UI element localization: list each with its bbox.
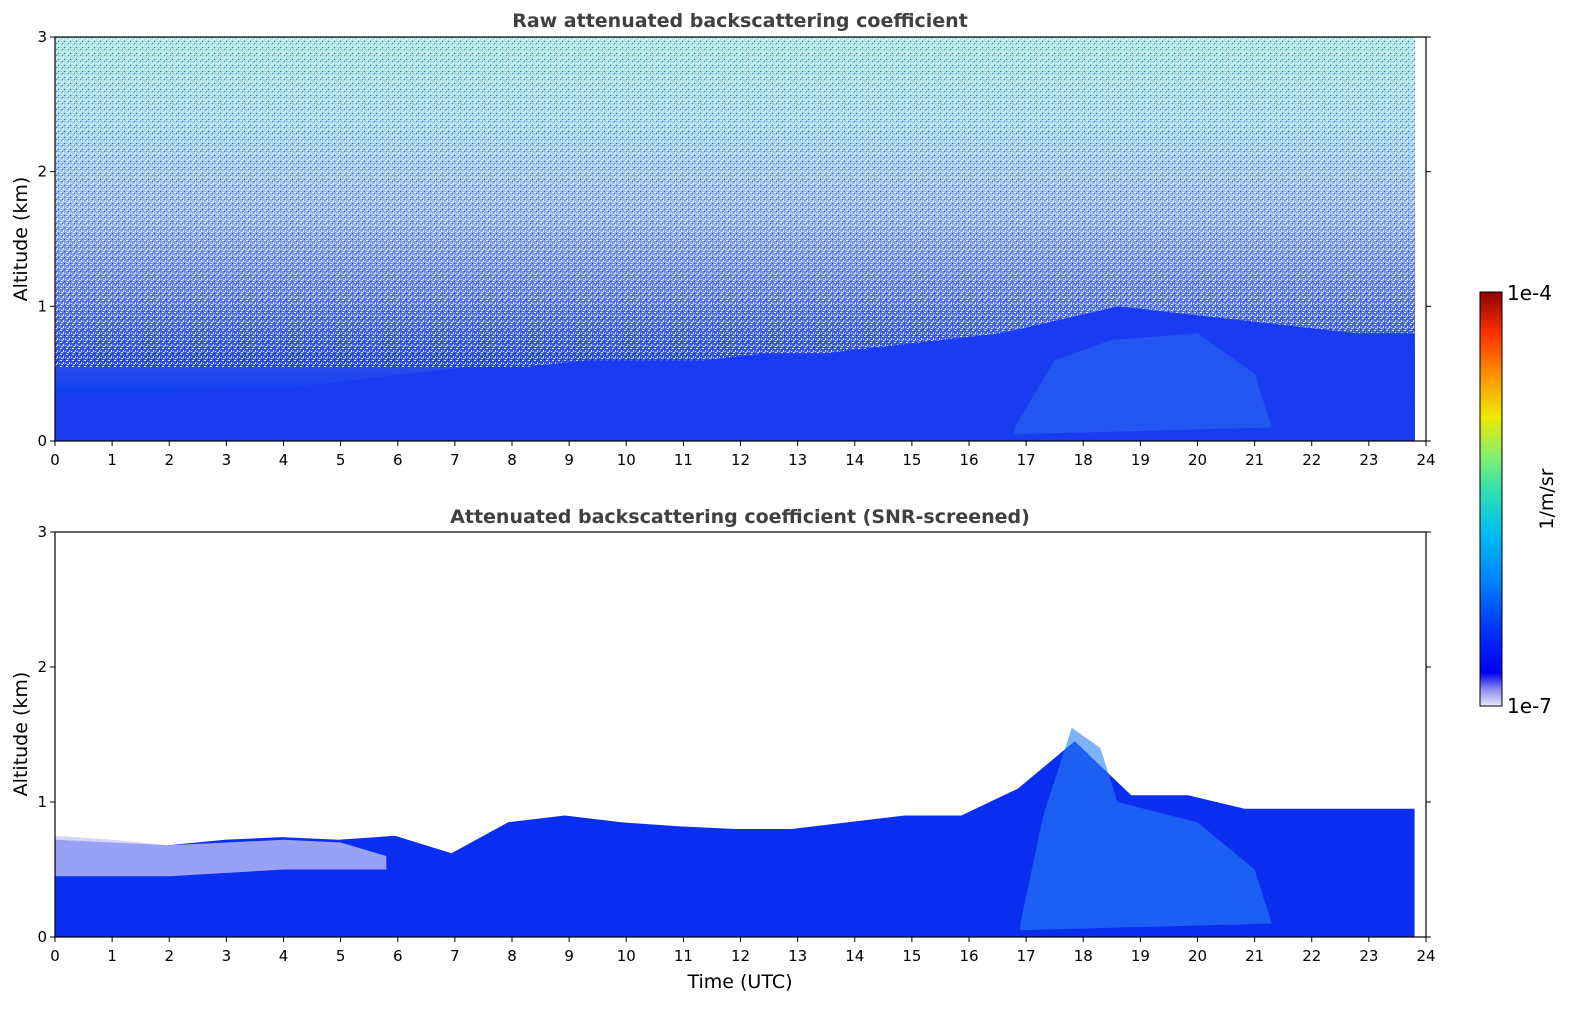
raw-x-tick-label: 13 [788, 451, 807, 469]
screened-panel-title: Attenuated backscattering coefficient (S… [450, 506, 1030, 528]
raw-x-tick-label: 10 [617, 451, 636, 469]
raw-x-tick-label: 7 [450, 451, 460, 469]
raw-x-tick-label: 19 [1131, 451, 1150, 469]
colorbar-min-label: 1e-7 [1507, 694, 1552, 718]
screened-x-tick-label: 13 [788, 947, 807, 965]
raw-x-tick-label: 6 [393, 451, 403, 469]
screened-x-tick-label: 18 [1074, 947, 1093, 965]
screened-x-tick-label: 23 [1359, 947, 1378, 965]
colorbar-max-label: 1e-4 [1507, 281, 1552, 305]
raw-x-tick-label: 9 [564, 451, 574, 469]
raw-x-tick-label: 23 [1359, 451, 1378, 469]
raw-x-tick-label: 21 [1245, 451, 1264, 469]
raw-heatmap [55, 37, 1415, 441]
screened-x-tick-label: 19 [1131, 947, 1150, 965]
raw-x-tick-label: 15 [902, 451, 921, 469]
screened-x-tick-label: 7 [450, 947, 460, 965]
raw-noise-overlay [55, 37, 1415, 367]
raw-y-tick-label: 1 [37, 297, 47, 315]
raw-panel: Raw attenuated backscattering coefficien… [10, 10, 1436, 469]
raw-x-tick-label: 5 [336, 451, 346, 469]
raw-x-tick-label: 1 [107, 451, 117, 469]
raw-panel-title: Raw attenuated backscattering coefficien… [512, 10, 968, 32]
screened-x-tick-label: 0 [50, 947, 60, 965]
raw-aerosol-plume [1014, 333, 1272, 435]
screened-x-tick-label: 6 [393, 947, 403, 965]
raw-x-tick-label: 12 [731, 451, 750, 469]
raw-x-tick-label: 16 [959, 451, 978, 469]
screened-y-axis-label: Altitude (km) [10, 672, 32, 797]
screened-x-tick-label: 24 [1416, 947, 1435, 965]
screened-x-tick-label: 10 [617, 947, 636, 965]
screened-x-tick-label: 3 [222, 947, 232, 965]
colorbar-unit-label: 1/m/sr [1536, 468, 1558, 529]
raw-y-axis: 0 1 2 3 [37, 28, 1431, 450]
raw-x-tick-label: 3 [222, 451, 232, 469]
raw-x-tick-label: 4 [279, 451, 289, 469]
raw-y-tick-label: 0 [37, 432, 47, 450]
screened-morning-layer [55, 835, 387, 877]
screened-y-axis: 0 1 2 3 [37, 523, 1431, 946]
raw-y-axis-label: Altitude (km) [10, 177, 32, 302]
screened-x-tick-label: 15 [902, 947, 921, 965]
screened-y-tick-label: 2 [37, 658, 47, 676]
screened-x-tick-label: 12 [731, 947, 750, 965]
screened-x-tick-label: 5 [336, 947, 346, 965]
raw-x-tick-label: 18 [1074, 451, 1093, 469]
screened-panel: Attenuated backscattering coefficient (S… [10, 506, 1436, 993]
screened-y-tick-label: 1 [37, 793, 47, 811]
screened-heatmap [55, 727, 1415, 937]
raw-x-tick-label: 14 [845, 451, 864, 469]
screened-x-tick-label: 14 [845, 947, 864, 965]
screened-y-tick-label: 0 [37, 928, 47, 946]
raw-y-tick-label: 3 [37, 28, 47, 46]
screened-x-tick-label: 8 [507, 947, 517, 965]
raw-x-tick-label: 8 [507, 451, 517, 469]
screened-x-tick-label: 4 [279, 947, 289, 965]
screened-x-axis: 0 1 2 3 4 5 6 7 8 9 10 11 12 13 14 15 16 17 18 19 20 21 22 23 24 [50, 937, 1436, 965]
raw-x-tick-label: 0 [50, 451, 60, 469]
screened-x-tick-label: 20 [1188, 947, 1207, 965]
raw-x-tick-label: 22 [1302, 451, 1321, 469]
screened-x-tick-label: 22 [1302, 947, 1321, 965]
raw-y-tick-label: 2 [37, 163, 47, 181]
time-axis-label: Time (UTC) [686, 971, 792, 993]
colorbar: 1e-4 1e-7 1/m/sr [1479, 281, 1558, 718]
screened-x-tick-label: 17 [1017, 947, 1036, 965]
screened-aerosol-plume [1020, 727, 1272, 931]
raw-x-tick-label: 11 [674, 451, 693, 469]
raw-x-axis: 0 1 2 3 4 5 6 7 8 9 10 11 12 13 14 15 16 17 18 19 20 21 22 23 24 [50, 441, 1436, 469]
raw-x-tick-label: 2 [164, 451, 174, 469]
screened-y-tick-label: 3 [37, 523, 47, 541]
raw-x-tick-label: 20 [1188, 451, 1207, 469]
raw-x-tick-label: 17 [1017, 451, 1036, 469]
screened-x-tick-label: 16 [959, 947, 978, 965]
colorbar-scale [1479, 291, 1503, 707]
screened-x-tick-label: 11 [674, 947, 693, 965]
screened-x-tick-label: 21 [1245, 947, 1264, 965]
raw-x-tick-label: 24 [1416, 451, 1435, 469]
screened-x-tick-label: 2 [164, 947, 174, 965]
screened-x-tick-label: 1 [107, 947, 117, 965]
screened-x-tick-label: 9 [564, 947, 574, 965]
